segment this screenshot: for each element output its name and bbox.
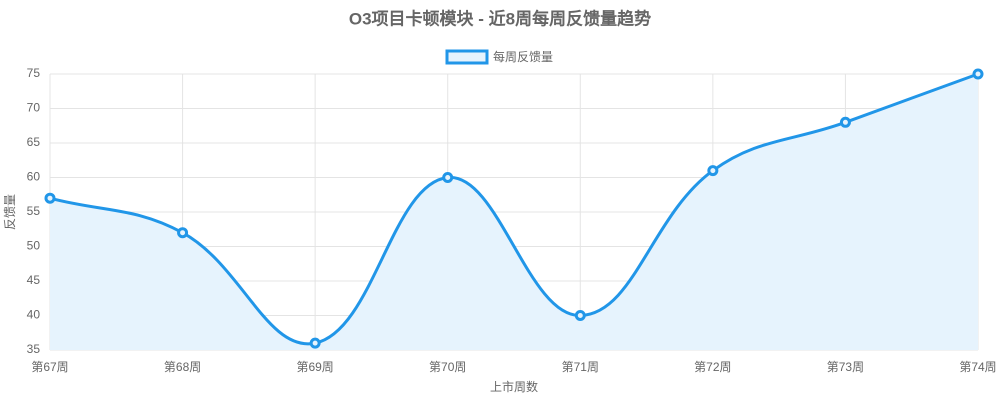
point — [309, 337, 321, 349]
line — [49, 72, 979, 346]
area — [50, 74, 978, 350]
y-tick-label: 55 — [27, 204, 41, 218]
x-axis-label: 上市周数 — [490, 379, 538, 394]
chart-title: O3项目卡顿模块 - 近8周每周反馈量趋势 — [349, 8, 651, 28]
y-tick-label: 75 — [27, 66, 41, 80]
x-tick-label: 第69周 — [296, 360, 333, 374]
x-tick-label: 第68周 — [164, 360, 201, 374]
x-tick-label: 第74周 — [959, 360, 996, 374]
point — [177, 227, 189, 239]
point — [442, 172, 454, 183]
legend-label: 每周反馈量 — [493, 49, 553, 64]
legend-swatch — [445, 49, 489, 65]
y-tick-label: 35 — [27, 342, 41, 356]
y-tick-label: 60 — [27, 170, 41, 184]
y-tick-label: 50 — [27, 239, 41, 253]
x-tick-label: 第67周 — [31, 360, 68, 374]
x-tick-label: 第73周 — [827, 360, 864, 374]
x-tick-label: 第71周 — [562, 360, 599, 374]
point — [44, 192, 56, 204]
y-tick-label: 70 — [27, 101, 41, 115]
y-tick-label: 45 — [27, 273, 41, 287]
point — [972, 68, 984, 80]
y-axis-label: 反馈量 — [3, 194, 17, 230]
y-tick-label: 65 — [27, 135, 41, 149]
point — [574, 310, 586, 321]
point — [839, 116, 851, 128]
point — [707, 165, 719, 177]
y-tick-label: 40 — [27, 308, 41, 322]
x-tick-label: 第70周 — [429, 360, 466, 374]
x-tick-label: 第72周 — [694, 360, 731, 374]
